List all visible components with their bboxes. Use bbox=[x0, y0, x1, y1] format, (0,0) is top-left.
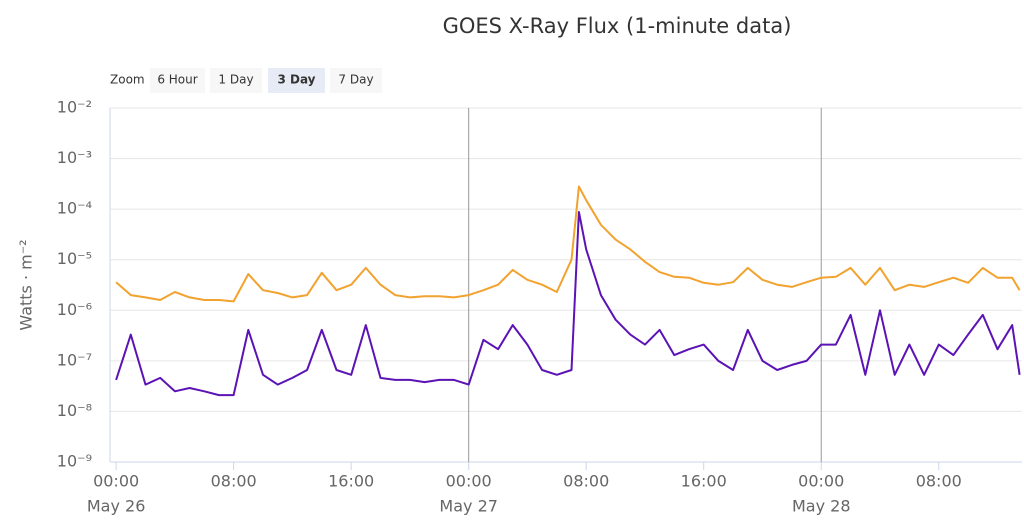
x-date-label: May 28 bbox=[792, 497, 851, 516]
x-tick-label: 08:00 bbox=[563, 472, 609, 491]
y-tick-label: 10⁻⁸ bbox=[57, 401, 92, 420]
zoom-button-label[interactable]: 7 Day bbox=[338, 73, 373, 87]
zoom-button-label[interactable]: 6 Hour bbox=[157, 73, 197, 87]
zoom-button[interactable] bbox=[210, 68, 262, 93]
x-tick-label: 16:00 bbox=[681, 472, 727, 491]
y-axis-label: Watts · m⁻² bbox=[17, 239, 36, 330]
x-date-label: May 27 bbox=[439, 497, 498, 516]
x-tick-label: 08:00 bbox=[211, 472, 257, 491]
x-tick-label: 16:00 bbox=[328, 472, 374, 491]
chart-title: GOES X-Ray Flux (1-minute data) bbox=[443, 14, 792, 38]
zoom-label: Zoom bbox=[110, 73, 145, 87]
y-tick-label: 10⁻² bbox=[57, 98, 92, 117]
y-tick-label: 10⁻⁴ bbox=[57, 199, 92, 218]
y-tick-label: 10⁻⁵ bbox=[57, 249, 92, 268]
series-line bbox=[115, 185, 1021, 303]
x-tick-label: 08:00 bbox=[916, 472, 962, 491]
x-tick-label: 00:00 bbox=[93, 472, 139, 491]
zoom-button[interactable] bbox=[150, 68, 205, 93]
y-tick-label: 10⁻³ bbox=[57, 148, 92, 167]
zoom-button-label[interactable]: 1 Day bbox=[218, 73, 253, 87]
y-tick-label: 10⁻⁶ bbox=[57, 300, 92, 319]
y-tick-label: 10⁻⁹ bbox=[57, 452, 92, 471]
x-tick-label: 00:00 bbox=[798, 472, 844, 491]
zoom-button-label[interactable]: 3 Day bbox=[277, 73, 315, 87]
y-tick-label: 10⁻⁷ bbox=[57, 350, 92, 369]
x-date-label: May 26 bbox=[87, 497, 146, 516]
x-tick-label: 00:00 bbox=[446, 472, 492, 491]
series-line bbox=[115, 211, 1021, 397]
zoom-button[interactable] bbox=[268, 68, 325, 93]
zoom-button[interactable] bbox=[330, 68, 382, 93]
